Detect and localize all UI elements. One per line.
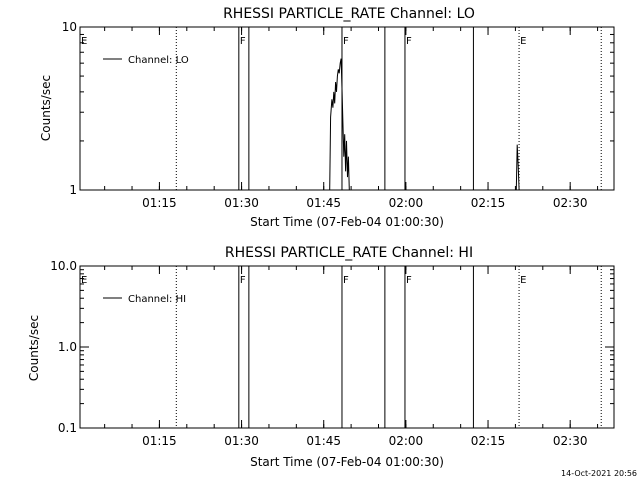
y-axis: 1 10 bbox=[62, 20, 614, 197]
panel-lo: RHESSI PARTICLE_RATE Channel: LO 01:15 01… bbox=[39, 6, 615, 229]
x-tick-label: 02:00 bbox=[389, 196, 424, 210]
event-flag-label: F bbox=[240, 275, 246, 286]
series-lo bbox=[329, 58, 520, 191]
y-tick-label: 10 bbox=[62, 20, 77, 34]
x-axis-label: Start Time (07-Feb-04 01:00:30) bbox=[250, 215, 444, 229]
y-axis-label: Counts/sec bbox=[27, 315, 41, 381]
event-flag-label: E bbox=[81, 36, 87, 47]
event-flag-label: E bbox=[520, 275, 526, 286]
y-tick-label: 0.1 bbox=[58, 421, 77, 435]
chart-title: RHESSI PARTICLE_RATE Channel: HI bbox=[225, 245, 473, 261]
event-flag-label: F bbox=[343, 275, 349, 286]
x-axis: 01:15 01:30 01:45 02:00 02:15 02:30 bbox=[104, 27, 599, 210]
x-tick-label: 01:45 bbox=[306, 196, 341, 210]
y-tick-label: 10.0 bbox=[50, 259, 77, 273]
x-axis-label: Start Time (07-Feb-04 01:00:30) bbox=[250, 455, 444, 469]
legend: Channel: HI bbox=[103, 294, 186, 305]
x-tick-label: 02:15 bbox=[471, 196, 506, 210]
x-tick-label: 02:15 bbox=[471, 434, 506, 448]
event-flag-label: F bbox=[240, 36, 246, 47]
y-tick-label: 1.0 bbox=[58, 340, 77, 354]
y-axis: 0.1 1.0 10.0 bbox=[50, 259, 614, 435]
legend: Channel: LO bbox=[103, 55, 189, 66]
x-tick-label: 02:30 bbox=[553, 196, 588, 210]
panel-hi: RHESSI PARTICLE_RATE Channel: HI 01:15 01… bbox=[27, 245, 615, 469]
event-flag-label: E bbox=[520, 36, 526, 47]
x-tick-label: 01:45 bbox=[306, 434, 341, 448]
x-tick-label: 01:15 bbox=[142, 196, 177, 210]
event-flag-label: E bbox=[81, 275, 87, 286]
x-tick-label: 01:30 bbox=[224, 434, 259, 448]
chart-title: RHESSI PARTICLE_RATE Channel: LO bbox=[223, 6, 475, 22]
y-axis-label: Counts/sec bbox=[39, 75, 53, 141]
x-tick-label: 01:30 bbox=[224, 196, 259, 210]
footer-timestamp: 14-Oct-2021 20:56 bbox=[561, 469, 637, 478]
event-flag-label: F bbox=[343, 36, 349, 47]
x-tick-label: 01:15 bbox=[142, 434, 177, 448]
y-tick-label: 1 bbox=[69, 183, 77, 197]
x-tick-label: 02:00 bbox=[389, 434, 424, 448]
event-flag-label: F bbox=[406, 36, 412, 47]
x-tick-label: 02:30 bbox=[553, 434, 588, 448]
plot-frame bbox=[79, 265, 615, 429]
x-axis: 01:15 01:30 01:45 02:00 02:15 02:30 bbox=[104, 266, 599, 448]
legend-label: Channel: HI bbox=[128, 294, 186, 305]
legend-label: Channel: LO bbox=[128, 55, 189, 66]
series-line bbox=[329, 58, 520, 191]
event-flag-label: F bbox=[406, 275, 412, 286]
